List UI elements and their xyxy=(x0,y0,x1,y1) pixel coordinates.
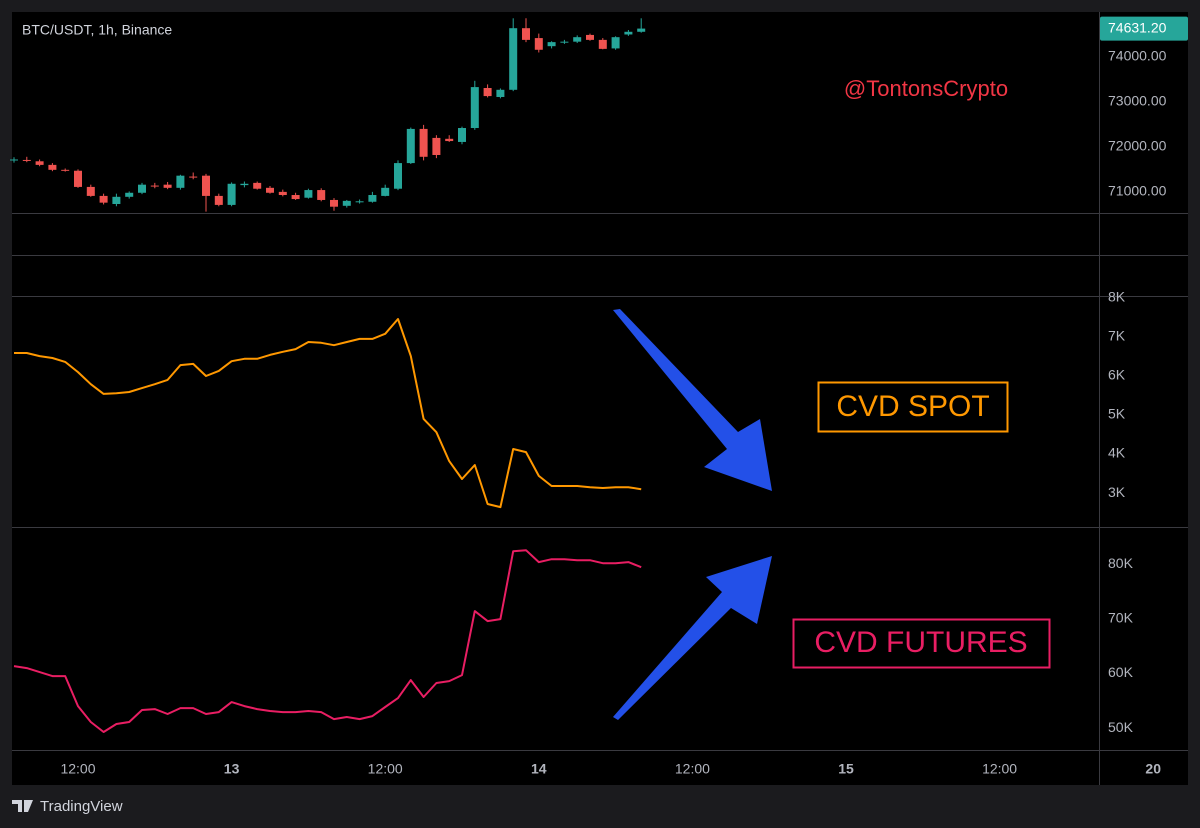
annotation-label: CVD SPOT xyxy=(836,390,989,423)
candle-body xyxy=(304,190,313,198)
candle-body xyxy=(240,183,249,186)
candle-body xyxy=(637,28,646,32)
candle-body xyxy=(547,42,556,47)
candle-body xyxy=(611,37,620,49)
candle-body xyxy=(10,159,18,161)
candle-body xyxy=(150,185,159,187)
candle-body xyxy=(330,199,338,207)
candle-body xyxy=(176,175,185,188)
candle-body xyxy=(522,28,530,40)
x-tick-label: 13 xyxy=(224,761,240,777)
candle-body xyxy=(381,187,390,196)
candle-body xyxy=(483,87,492,97)
candle-body xyxy=(189,176,198,178)
candle-body xyxy=(598,39,607,49)
candle-body xyxy=(125,192,134,197)
candle-body xyxy=(291,195,300,200)
candle-body xyxy=(35,161,44,165)
candle-body xyxy=(112,196,121,205)
candle-body xyxy=(253,182,262,189)
x-tick-label: 12:00 xyxy=(675,761,710,777)
y-tick-label: 4K xyxy=(1108,445,1126,461)
candle-body xyxy=(406,128,415,164)
candle-body xyxy=(509,28,518,90)
brand: TradingView xyxy=(40,798,123,815)
candle-body xyxy=(214,195,223,205)
annotation-label: CVD FUTURES xyxy=(814,626,1027,659)
y-tick-label: 73000.00 xyxy=(1108,93,1167,109)
candle-body xyxy=(586,34,594,40)
candle-body xyxy=(278,191,287,196)
candle-body xyxy=(48,164,57,170)
candle-body xyxy=(496,89,505,97)
footer-logo: TradingView xyxy=(12,798,123,815)
chart-area xyxy=(12,12,1188,785)
candle-body xyxy=(458,128,466,142)
y-tick-label: 71000.00 xyxy=(1108,183,1167,199)
arrow-down xyxy=(613,309,772,491)
candle-body xyxy=(163,184,172,188)
y-tick-label: 6K xyxy=(1108,367,1126,383)
candle-body xyxy=(419,128,428,157)
watermark-annotation: @TontonsCrypto xyxy=(844,76,1008,101)
y-tick-label: 8K xyxy=(1108,289,1126,305)
candle-body xyxy=(573,37,582,42)
candle-body xyxy=(394,163,402,189)
candle-body xyxy=(317,190,326,200)
y-tick-label: 50K xyxy=(1108,719,1134,735)
candle-body xyxy=(470,87,479,129)
candle-body xyxy=(445,138,454,142)
annotation-box xyxy=(792,618,1051,669)
candle-body xyxy=(86,186,95,196)
cvd-line xyxy=(13,549,642,733)
x-tick-label: 14 xyxy=(531,761,547,777)
candle-body xyxy=(368,195,377,202)
candle-body xyxy=(534,38,543,50)
candle-body xyxy=(432,137,441,155)
symbol-title: BTC/USDT, 1h, Binance xyxy=(22,22,172,38)
candle-body xyxy=(138,184,146,193)
candle-body xyxy=(22,159,31,161)
pane-separators xyxy=(12,12,1188,785)
y-tick-label: 72000.00 xyxy=(1108,138,1167,154)
x-tick-label: 20 xyxy=(1145,761,1161,777)
candle-body xyxy=(227,183,236,205)
y-tick-label: 7K xyxy=(1108,328,1126,344)
y-tick-label: 5K xyxy=(1108,406,1126,422)
x-tick-label: 15 xyxy=(838,761,854,777)
x-tick-label: 12:00 xyxy=(368,761,403,777)
y-tick-label: 60K xyxy=(1108,664,1134,680)
y-tick-label: 3K xyxy=(1108,484,1126,500)
cvd-line xyxy=(14,318,642,509)
candle-body xyxy=(61,169,70,171)
y-tick-label: 74000.00 xyxy=(1108,48,1167,64)
y-tick-label: 70K xyxy=(1108,610,1134,626)
candle-body xyxy=(99,195,108,203)
candle-body xyxy=(560,41,569,43)
logo-icon xyxy=(12,800,33,812)
candle-body xyxy=(624,31,633,35)
candle-body xyxy=(266,187,274,193)
annotation-box xyxy=(817,381,1009,433)
x-tick-label: 12:00 xyxy=(60,761,95,777)
candle-body xyxy=(342,200,351,206)
last-price-label: 74631.20 xyxy=(1108,19,1167,35)
x-tick-label: 12:00 xyxy=(982,761,1017,777)
candle-body xyxy=(74,170,82,187)
arrow-up xyxy=(613,556,772,720)
candle-body xyxy=(202,175,210,196)
last-price-tag xyxy=(1100,16,1188,41)
candle-body xyxy=(355,201,364,203)
y-tick-label: 80K xyxy=(1108,555,1134,571)
